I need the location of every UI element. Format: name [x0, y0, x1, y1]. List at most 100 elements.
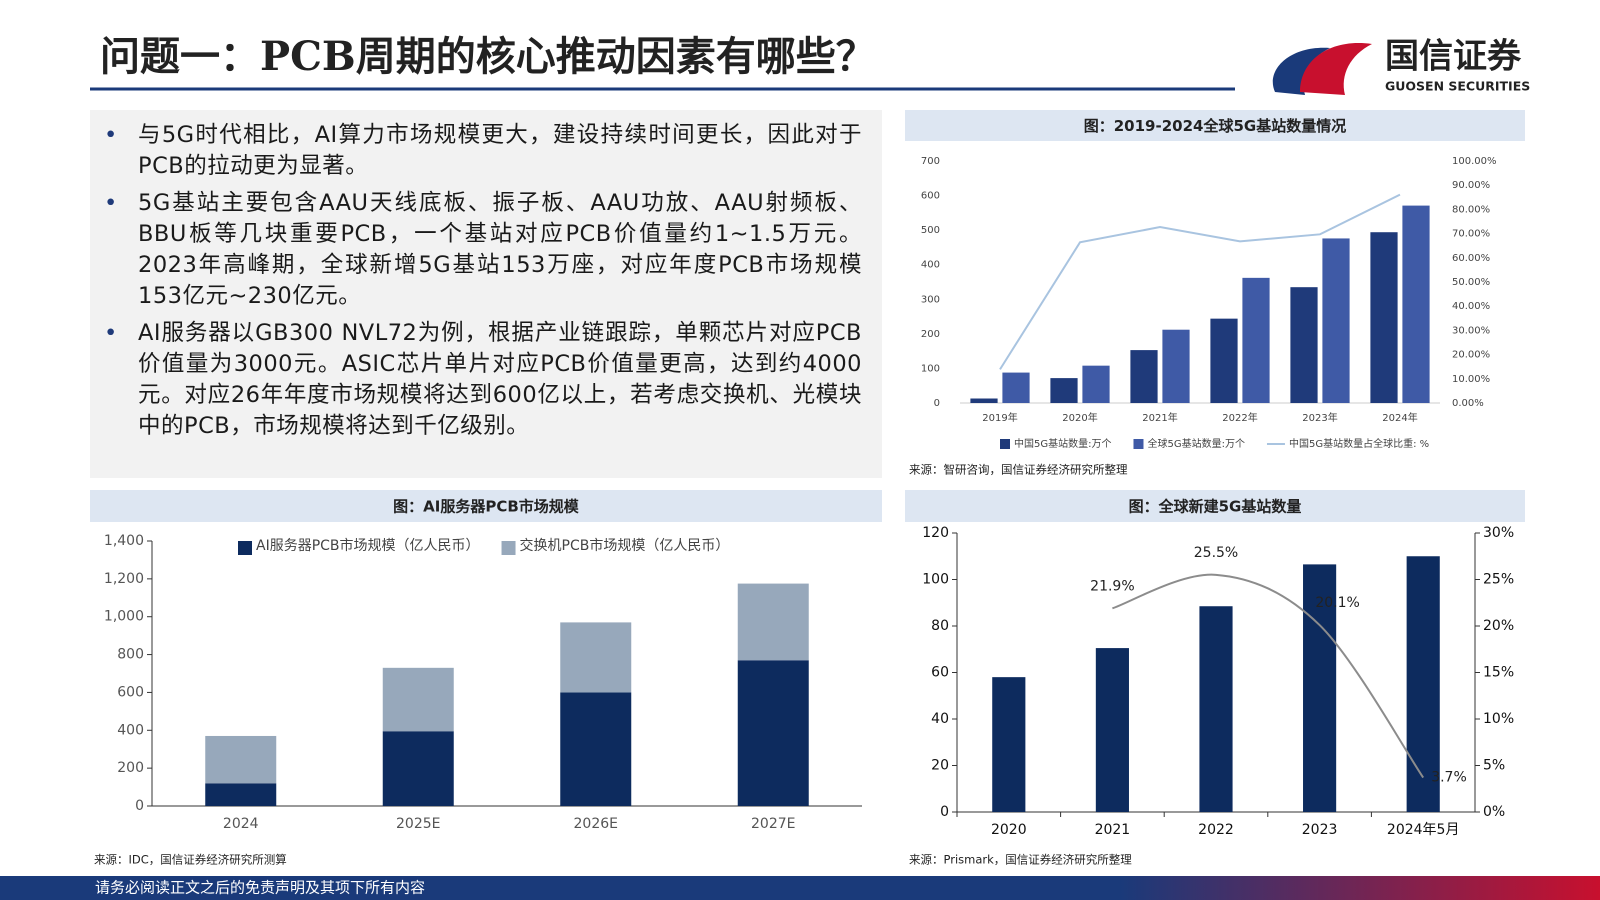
y2-tick-label: 0.00%: [1452, 398, 1484, 409]
logo-en: GUOSEN SECURITIES: [1385, 79, 1530, 94]
x-tick-label: 2027E: [751, 816, 795, 832]
bar: [1162, 329, 1190, 403]
y-tick-label: 60: [931, 665, 949, 681]
y-tick-label: 40: [931, 711, 949, 727]
y-tick-label: 0: [940, 804, 949, 820]
legend-label: 中国5G基站数量占全球比重: %: [1289, 437, 1429, 450]
x-tick-label: 2019年: [982, 411, 1017, 424]
bar: [737, 583, 809, 661]
bullet: AI服务器以GB300 NVL72为例，根据产业链跟踪，单颗芯片对应PCB价值量…: [104, 318, 862, 442]
legend-swatch: [238, 541, 252, 555]
legend-label: 中国5G基站数量:万个: [1014, 437, 1111, 450]
y2-tick-label: 60.00%: [1452, 253, 1490, 264]
x-tick-label: 2021: [1095, 822, 1131, 838]
data-label: 25.5%: [1194, 545, 1238, 561]
bar: [1370, 232, 1398, 403]
y2-tick-label: 0%: [1483, 804, 1505, 820]
x-tick-label: 2020: [991, 822, 1027, 838]
chart-source: 来源：智研咨询，国信证券经济研究所整理: [909, 463, 1128, 477]
bullet: 与5G时代相比，AI算力市场规模更大，建设持续时间更长，因此对于PCB的拉动更为…: [104, 120, 862, 182]
footer-bar: [0, 876, 1600, 900]
x-tick-label: 2026E: [574, 816, 618, 832]
chart-source: 来源：IDC，国信证券经济研究所测算: [94, 853, 287, 867]
y2-tick-label: 70.00%: [1452, 229, 1490, 240]
bar: [970, 398, 998, 403]
chart-title: 图：2019-2024全球5G基站数量情况: [1084, 117, 1346, 135]
y-tick-label: 200: [117, 760, 144, 776]
legend-label: 全球5G基站数量:万个: [1147, 437, 1244, 450]
bar: [560, 622, 632, 693]
bar: [1210, 318, 1238, 403]
y-tick-label: 200: [921, 329, 940, 340]
y-tick-label: 600: [921, 191, 940, 202]
chart-title-bar: [90, 490, 882, 522]
y-tick-label: 120: [922, 525, 949, 541]
y-tick-label: 400: [921, 260, 940, 271]
bar: [382, 667, 454, 732]
y2-tick-label: 10%: [1483, 711, 1514, 727]
chart-title-bar: [905, 110, 1525, 141]
bar: [1130, 350, 1158, 403]
y-tick-label: 300: [921, 294, 940, 305]
y-tick-label: 1,400: [104, 533, 144, 549]
bar: [1406, 556, 1440, 812]
y-tick-label: 0: [135, 798, 144, 814]
y2-tick-label: 5%: [1483, 758, 1505, 774]
y2-tick-label: 10.00%: [1452, 374, 1490, 385]
bar: [1199, 606, 1233, 812]
y-tick-label: 100: [921, 363, 940, 374]
x-tick-label: 2021年: [1142, 411, 1177, 424]
y-tick-label: 700: [921, 156, 940, 167]
y2-tick-label: 40.00%: [1452, 301, 1490, 312]
footer-text: 请务必阅读正文之后的免责声明及其项下所有内容: [95, 879, 425, 897]
x-tick-label: 2023: [1302, 822, 1338, 838]
y2-tick-label: 20.00%: [1452, 350, 1490, 361]
x-tick-label: 2022年: [1222, 411, 1257, 424]
x-tick-label: 2025E: [396, 816, 440, 832]
y2-tick-label: 25%: [1483, 572, 1514, 588]
logo-red: [1300, 43, 1372, 95]
x-tick-label: 2024年: [1382, 411, 1417, 424]
x-tick-label: 2024年5月: [1387, 822, 1460, 838]
chart-source: 来源：Prismark，国信证券经济研究所整理: [909, 853, 1132, 867]
y-tick-label: 20: [931, 758, 949, 774]
y-tick-label: 0: [934, 398, 940, 409]
bullet: 5G基站主要包含AAU天线底板、振子板、AAU功放、AAU射频板、BBU板等几块…: [104, 188, 862, 312]
bullet-list: 与5G时代相比，AI算力市场规模更大，建设持续时间更长，因此对于PCB的拉动更为…: [104, 120, 862, 442]
y2-tick-label: 100.00%: [1452, 156, 1497, 167]
bar: [382, 731, 454, 806]
legend-swatch: [501, 541, 516, 555]
x-tick-label: 2020年: [1062, 411, 1097, 424]
bar: [992, 677, 1026, 812]
data-label: 3.7%: [1431, 770, 1467, 786]
legend-label: 交换机PCB市场规模（亿人民币）: [520, 537, 730, 554]
bar: [205, 783, 277, 806]
bar: [737, 660, 809, 806]
line: [999, 193, 1401, 370]
bar: [1290, 287, 1318, 403]
data-label: 20.1%: [1315, 595, 1359, 611]
y-tick-label: 80: [931, 618, 949, 634]
slide-title: 问题一：PCB周期的核心推动因素有哪些？: [100, 33, 876, 80]
y-tick-label: 500: [921, 225, 940, 236]
y2-tick-label: 15%: [1483, 665, 1514, 681]
y-tick-label: 800: [117, 647, 144, 663]
bar: [1322, 238, 1350, 403]
y2-tick-label: 20%: [1483, 618, 1514, 634]
line: [1112, 573, 1425, 779]
chart-title-bar: [905, 490, 1525, 522]
bar: [1002, 372, 1030, 403]
bar: [1402, 205, 1430, 403]
y-tick-label: 400: [117, 722, 144, 738]
data-label: 21.9%: [1090, 578, 1134, 594]
chart-title: 图：全球新建5G基站数量: [1129, 498, 1302, 516]
y-tick-label: 1,200: [104, 571, 144, 587]
y2-tick-label: 50.00%: [1452, 277, 1490, 288]
bar: [1242, 277, 1270, 403]
y2-tick-label: 90.00%: [1452, 180, 1490, 191]
bar: [560, 692, 632, 806]
chart-title: 图：AI服务器PCB市场规模: [393, 498, 580, 516]
y2-tick-label: 80.00%: [1452, 204, 1490, 215]
bullet-box: 与5G时代相比，AI算力市场规模更大，建设持续时间更长，因此对于PCB的拉动更为…: [90, 110, 882, 478]
